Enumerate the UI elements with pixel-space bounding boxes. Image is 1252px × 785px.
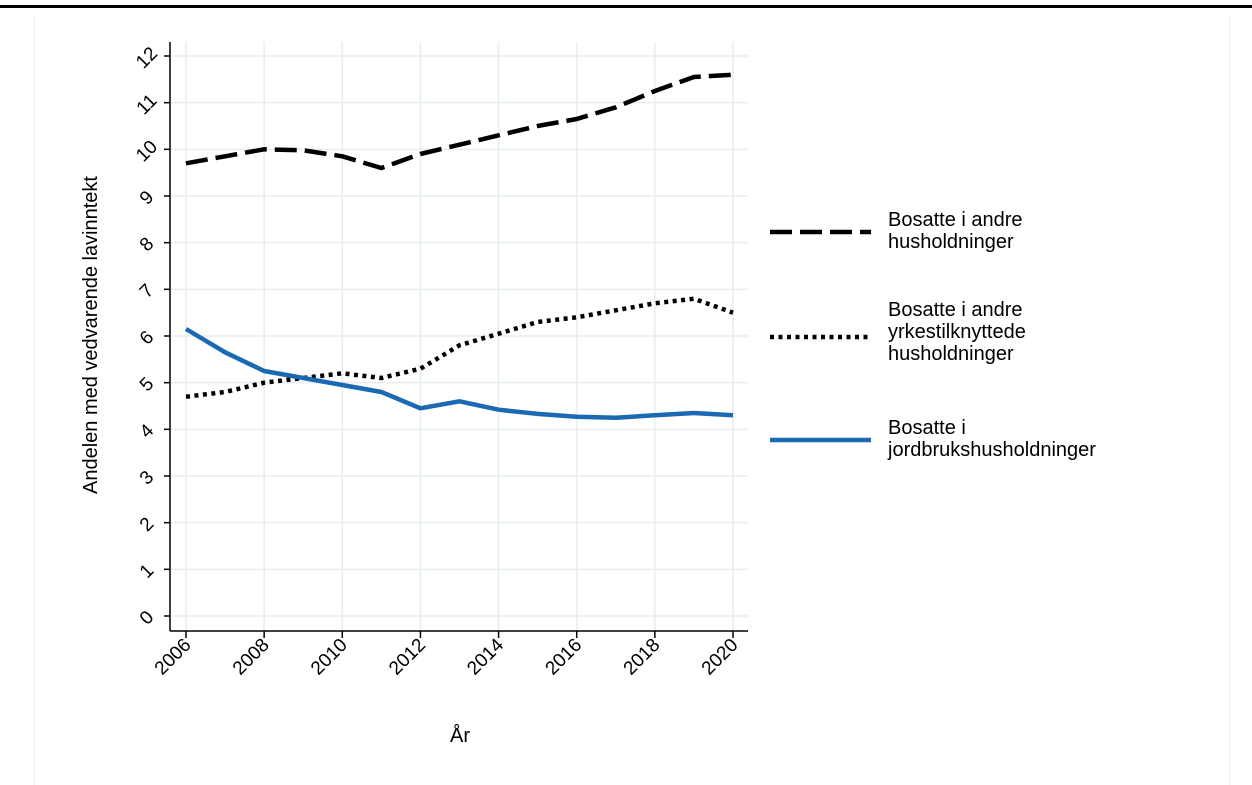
legend-label-line: husholdninger <box>888 231 1014 253</box>
x-tick-label: 2008 <box>229 635 274 680</box>
y-tick-label: 4 <box>136 420 159 443</box>
y-tick-label: 7 <box>136 280 158 302</box>
y-tick-label: 9 <box>136 187 158 209</box>
x-tick-label: 2014 <box>463 634 508 679</box>
legend-label-1: Bosatte i andre husholdninger <box>888 209 1023 253</box>
x-tick-label: 2006 <box>151 635 196 680</box>
y-tick-label: 0 <box>136 607 158 629</box>
legend-label-line: husholdninger <box>888 343 1014 365</box>
y-tick-label: 10 <box>132 137 162 167</box>
y-tick-label: 12 <box>132 43 162 73</box>
y-tick-label: 6 <box>136 327 158 349</box>
legend-label-line: Bosatte i andre <box>888 209 1023 231</box>
legend-label-2: Bosatte i andre yrkestilknyttede husholdni… <box>888 299 1026 365</box>
legend-label-line: Bosatte i <box>888 417 966 439</box>
y-axis-title: Andelen med vedvarende lavinntekt <box>80 176 102 494</box>
grid <box>170 42 748 631</box>
legend-label-line: Bosatte i andre <box>888 299 1023 321</box>
x-tick-label: 2010 <box>307 635 352 680</box>
series-layer <box>184 72 734 420</box>
y-tick-label: 11 <box>133 90 162 119</box>
top-rule <box>0 5 1252 8</box>
x-axis-ticks: 2006 2008 2010 2012 2014 2016 2018 2020 <box>151 631 743 679</box>
x-tick-label: 2018 <box>620 635 665 680</box>
x-tick-label: 2016 <box>542 635 587 680</box>
x-tick-label: 2020 <box>698 635 743 680</box>
y-tick-label: 1 <box>136 560 158 582</box>
series-line-1 <box>185 72 734 171</box>
series-line-2 <box>185 296 734 399</box>
y-tick-label: 8 <box>136 234 158 256</box>
x-axis-title: År <box>450 724 470 747</box>
legend-label-line: yrkestilknyttede <box>888 321 1026 343</box>
frame-right-border <box>1229 14 1230 785</box>
y-tick-label: 5 <box>136 374 158 396</box>
series-line-3 <box>184 327 734 420</box>
legend-label-3: Bosatte i jordbrukshusholdninger <box>887 417 1096 461</box>
frame-left-border <box>34 14 35 785</box>
y-tick-label: 3 <box>136 467 158 489</box>
legend-label-line: jordbrukshusholdninger <box>887 439 1096 461</box>
x-tick-label: 2012 <box>385 635 430 680</box>
y-tick-label: 2 <box>136 514 158 536</box>
